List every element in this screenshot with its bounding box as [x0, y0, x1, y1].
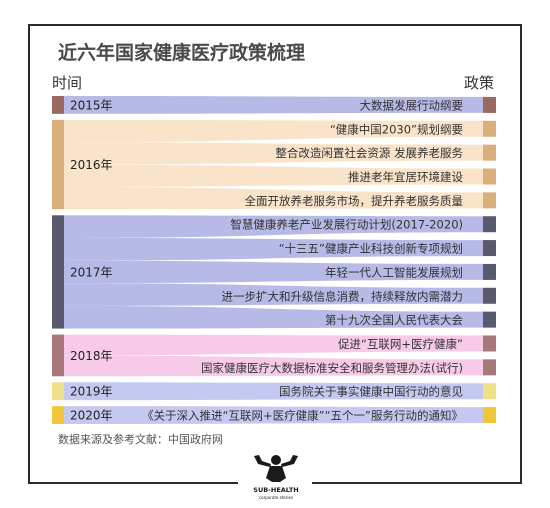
policy-label: 《关于深入推进“互联网+医疗健康”“五个一”服务行动的通知》 [142, 409, 463, 423]
policy-label: 促进“互联网+医疗健康” [338, 337, 463, 351]
policy-node [483, 263, 496, 280]
flow-layer [64, 96, 483, 424]
policy-node [483, 240, 496, 257]
year-node [52, 96, 64, 114]
policy-label: 全面开放养老服务市场，提升养老服务质量 [245, 194, 464, 208]
year-label: 2017年 [70, 265, 113, 279]
policy-node [483, 287, 496, 304]
year-node [52, 215, 64, 329]
policy-label: 整合改造闲置社会资源 发展养老服务 [275, 146, 463, 160]
flow-band [64, 283, 483, 306]
year-node [52, 382, 64, 401]
policy-label: 国家健康医疗大数据标准安全和服务管理办法(试行) [201, 361, 463, 375]
policy-label: 年轻一代人工智能发展规划 [325, 265, 463, 279]
flow-band [64, 406, 483, 424]
flow-band [64, 305, 483, 329]
logo-tagline: corporate stories [259, 495, 293, 500]
source-note: 数据来源及参考文献：中国政府网 [58, 433, 223, 446]
policy-label: 第十九次全国人民代表大会 [325, 313, 463, 327]
year-node [52, 119, 64, 210]
flow-band [64, 186, 483, 210]
year-label: 2015年 [70, 98, 113, 112]
policy-node [483, 407, 496, 424]
year-label: 2020年 [70, 409, 113, 423]
policy-node [483, 96, 496, 113]
policy-label: 进一步扩大和升级信息消费，持续释放内需潜力 [222, 289, 464, 303]
policy-node [483, 359, 496, 376]
muscle-man-logo: SUB-HEALTH corporate stories [253, 455, 299, 500]
time-axis-header: 时间 [52, 74, 83, 92]
policy-node [483, 311, 496, 328]
policy-label: 国务院关于事实健康中国行动的意见 [279, 385, 463, 399]
node-layer [52, 96, 496, 424]
flow-band [64, 355, 483, 377]
flow-band [64, 119, 483, 143]
policy-label: 推进老年宜居环境建设 [348, 170, 463, 184]
policy-label: 智慧健康养老产业发展行动计划(2017-2020) [230, 218, 463, 232]
year-label: 2019年 [70, 385, 113, 399]
logo-name: SUB-HEALTH [253, 486, 298, 494]
policy-node [483, 335, 496, 352]
year-node [52, 334, 64, 377]
year-node [52, 406, 64, 424]
year-label: 2018年 [70, 349, 113, 363]
policy-node [483, 216, 496, 233]
policy-axis-header: 政策 [464, 74, 495, 92]
flow-band [64, 260, 483, 284]
policy-node [483, 120, 496, 137]
flow-band [64, 96, 483, 114]
flow-band [64, 382, 483, 401]
policy-label: “十三五”健康产业科技创新专项规划 [279, 242, 463, 256]
flow-band [64, 164, 483, 187]
year-label: 2016年 [70, 158, 113, 172]
flow-band [64, 142, 483, 165]
policy-node [483, 144, 496, 161]
flow-band [64, 334, 483, 356]
policy-label: 大数据发展行动纲要 [360, 98, 464, 112]
chart-title: 近六年国家健康医疗政策梳理 [58, 42, 306, 64]
flow-band [64, 215, 483, 238]
policy-node [483, 383, 496, 400]
policy-node [483, 192, 496, 209]
policy-node [483, 168, 496, 185]
flow-band [64, 237, 483, 261]
policy-label: “健康中国2030”规划纲要 [330, 122, 463, 136]
